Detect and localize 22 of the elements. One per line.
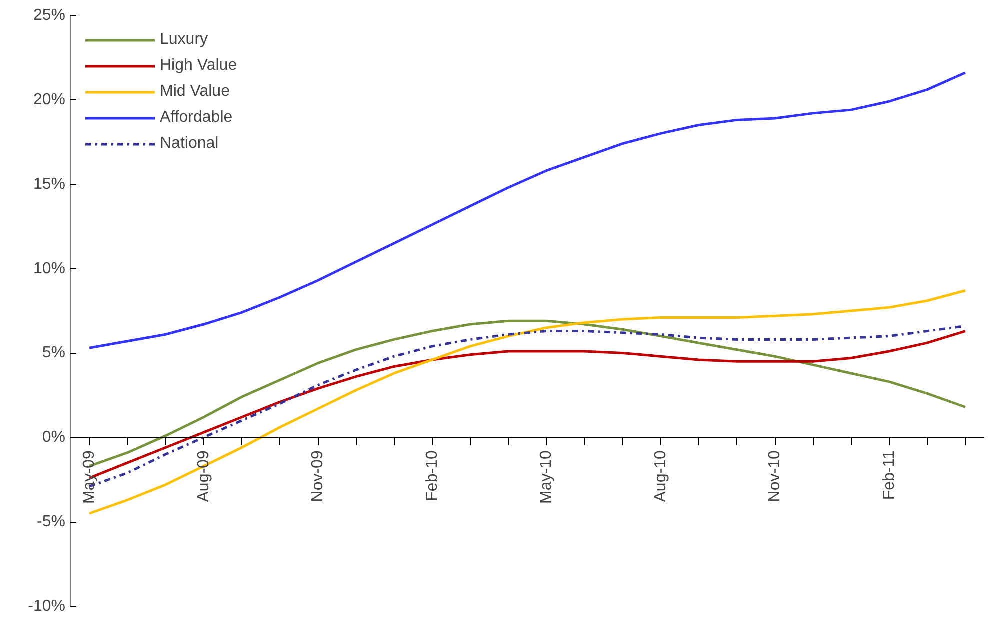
y-tick-label: 15% — [33, 176, 66, 193]
y-tick-label: -5% — [37, 514, 66, 531]
legend-label: Luxury — [160, 31, 208, 49]
x-tick-label: Nov-09 — [310, 450, 327, 502]
x-tick-label: Aug-10 — [652, 450, 670, 502]
x-tick-label: Feb-11 — [880, 450, 898, 500]
x-tick-label: May-09 — [81, 450, 98, 504]
y-tick-label: -10% — [28, 598, 66, 615]
y-tick-label: 0% — [42, 429, 66, 446]
x-tick-label: May-10 — [538, 450, 556, 504]
y-tick-label: 20% — [33, 91, 66, 108]
line-series — [88, 72, 967, 350]
x-tick-label: Nov-10 — [766, 450, 784, 502]
legend-label: High Value — [160, 57, 238, 75]
legend-label: Affordable — [160, 109, 233, 127]
legend-label: Mid Value — [160, 83, 230, 101]
x-tick-label: Feb-10 — [424, 450, 441, 502]
legend-label: National — [160, 135, 219, 153]
y-tick-label: 25% — [33, 7, 66, 24]
x-tick-label: Aug-09 — [195, 450, 212, 502]
y-tick-label: 5% — [42, 344, 66, 362]
y-tick-label: 10% — [33, 260, 66, 278]
